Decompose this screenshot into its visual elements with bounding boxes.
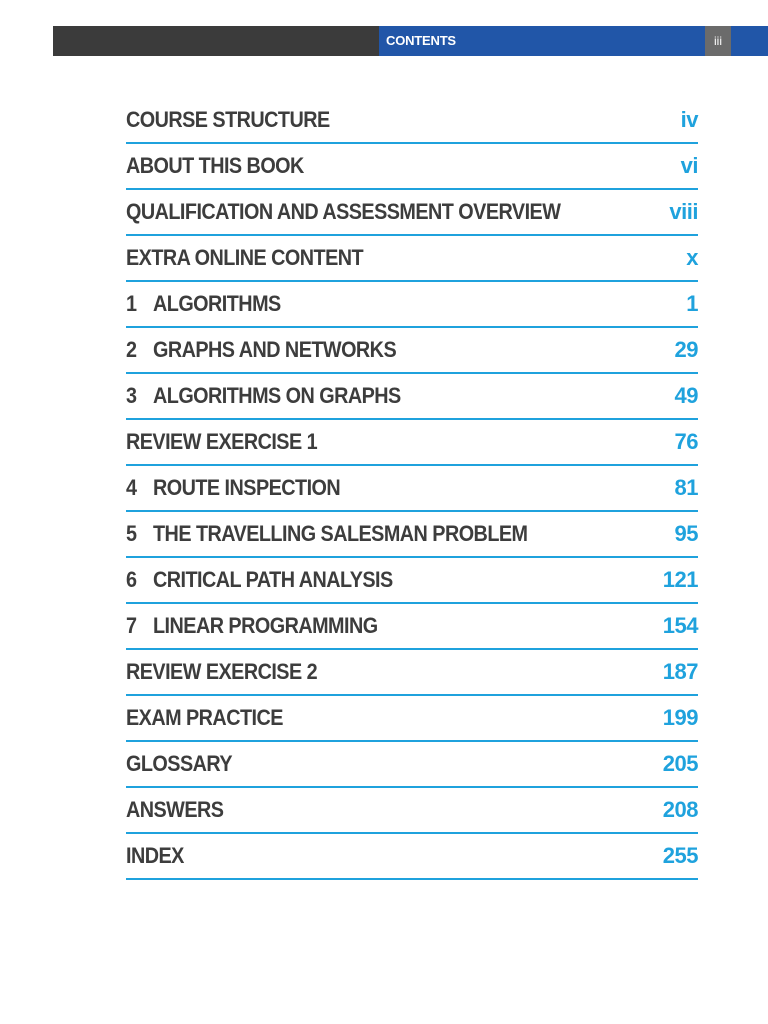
toc-entry-title: GLOSSARY [126, 751, 233, 777]
toc-entry-label: GRAPHS AND NETWORKS [153, 337, 397, 362]
toc-entry-page: 187 [662, 659, 699, 684]
toc-entry-label: REVIEW EXERCISE 2 [126, 659, 318, 684]
chapter-number: 2 [126, 337, 137, 362]
toc-entry[interactable]: 6 CRITICAL PATH ANALYSIS 121 [126, 558, 699, 604]
toc-entry-title: EXAM PRACTICE [126, 705, 283, 731]
header-dark-band [53, 26, 379, 56]
chapter-number: 3 [126, 383, 137, 408]
chapter-number: 6 [126, 567, 137, 592]
toc-entry-page: 29 [674, 337, 699, 362]
toc-entry[interactable]: REVIEW EXERCISE 1 76 [126, 420, 699, 466]
toc-entry-page: 255 [662, 843, 699, 868]
toc-entry-title: 7 LINEAR PROGRAMMING [126, 613, 378, 639]
toc-entry-page: 81 [674, 475, 699, 500]
toc-entry-page: 199 [662, 705, 699, 730]
toc-entry[interactable]: INDEX 255 [126, 834, 699, 880]
toc-entry-title: ABOUT THIS BOOK [126, 153, 304, 179]
toc-entry-label: ABOUT THIS BOOK [126, 153, 304, 178]
chapter-number: 4 [126, 475, 137, 500]
toc-entry-title: 3 ALGORITHMS ON GRAPHS [126, 383, 401, 409]
header-title: CONTENTS [386, 33, 456, 48]
toc-entry[interactable]: 2 GRAPHS AND NETWORKS 29 [126, 328, 699, 374]
toc-entry-page: 95 [674, 521, 699, 546]
toc-entry-title: 4 ROUTE INSPECTION [126, 475, 341, 501]
toc-entry-page: 76 [674, 429, 699, 454]
toc-entry-title: ANSWERS [126, 797, 224, 823]
toc-entry-page: 205 [662, 751, 699, 776]
toc-entry-page: vi [680, 153, 699, 178]
toc-entry[interactable]: QUALIFICATION AND ASSESSMENT OVERVIEW vii… [126, 190, 698, 236]
toc-entry[interactable]: 4 ROUTE INSPECTION 81 [126, 466, 699, 512]
toc-entry-title: REVIEW EXERCISE 1 [126, 429, 318, 455]
toc-entry-title: REVIEW EXERCISE 2 [126, 659, 318, 685]
toc-entry-label: QUALIFICATION AND ASSESSMENT OVERVIEW [126, 199, 561, 224]
chapter-number: 7 [126, 613, 137, 638]
toc-entry[interactable]: 1 ALGORITHMS 1 [126, 282, 698, 328]
toc-entry-page: 208 [662, 797, 699, 822]
toc-entry[interactable]: ANSWERS 208 [126, 788, 699, 834]
toc-entry-title: EXTRA ONLINE CONTENT [126, 245, 364, 271]
toc-entry-label: INDEX [126, 843, 184, 868]
toc-entry[interactable]: 3 ALGORITHMS ON GRAPHS 49 [126, 374, 699, 420]
toc-entry[interactable]: 5 THE TRAVELLING SALESMAN PROBLEM 95 [126, 512, 699, 558]
toc-entry[interactable]: COURSE STRUCTURE iv [126, 98, 699, 144]
toc-entry[interactable]: REVIEW EXERCISE 2 187 [126, 650, 699, 696]
toc-entry-label: GLOSSARY [126, 751, 233, 776]
toc-entry-label: EXTRA ONLINE CONTENT [126, 245, 364, 270]
toc-entry-label: ROUTE INSPECTION [153, 475, 341, 500]
toc-entry-label: THE TRAVELLING SALESMAN PROBLEM [153, 521, 528, 546]
toc-entry-title: 1 ALGORITHMS [126, 291, 281, 317]
toc-entry-label: ALGORITHMS [153, 291, 281, 316]
toc-entry-label: COURSE STRUCTURE [126, 107, 330, 132]
toc-entry-page: viii [669, 199, 698, 224]
page-number: iii [705, 26, 731, 56]
toc-entry[interactable]: GLOSSARY 205 [126, 742, 699, 788]
page-header: CONTENTS iii [53, 26, 768, 56]
toc-entry-page: iv [680, 107, 699, 132]
toc-entry-label: ALGORITHMS ON GRAPHS [153, 383, 401, 408]
chapter-number: 1 [126, 291, 137, 316]
toc-entry[interactable]: EXAM PRACTICE 199 [126, 696, 699, 742]
toc-entry-page: 121 [662, 567, 699, 592]
toc-entry-title: QUALIFICATION AND ASSESSMENT OVERVIEW [126, 199, 561, 225]
toc-entry-label: CRITICAL PATH ANALYSIS [153, 567, 393, 592]
toc-entry-title: INDEX [126, 843, 184, 869]
toc-entry-label: LINEAR PROGRAMMING [153, 613, 378, 638]
toc-entry-title: COURSE STRUCTURE [126, 107, 330, 133]
toc-entry-page: 154 [662, 613, 699, 638]
toc-entry-label: ANSWERS [126, 797, 224, 822]
toc-entry[interactable]: ABOUT THIS BOOK vi [126, 144, 699, 190]
toc-entry-title: 6 CRITICAL PATH ANALYSIS [126, 567, 393, 593]
toc-entry-page: 49 [674, 383, 699, 408]
toc-entry-page: 1 [686, 291, 698, 316]
toc-entry[interactable]: EXTRA ONLINE CONTENT x [126, 236, 698, 282]
toc-entry-title: 2 GRAPHS AND NETWORKS [126, 337, 397, 363]
toc-entry[interactable]: 7 LINEAR PROGRAMMING 154 [126, 604, 699, 650]
toc-entry-label: REVIEW EXERCISE 1 [126, 429, 318, 454]
toc-entry-label: EXAM PRACTICE [126, 705, 283, 730]
chapter-number: 5 [126, 521, 137, 546]
toc-entry-title: 5 THE TRAVELLING SALESMAN PROBLEM [126, 521, 528, 547]
table-of-contents: COURSE STRUCTURE iv ABOUT THIS BOOK vi QUALI… [126, 98, 699, 880]
header-blue-band: CONTENTS iii [379, 26, 768, 56]
toc-entry-page: x [686, 245, 698, 270]
